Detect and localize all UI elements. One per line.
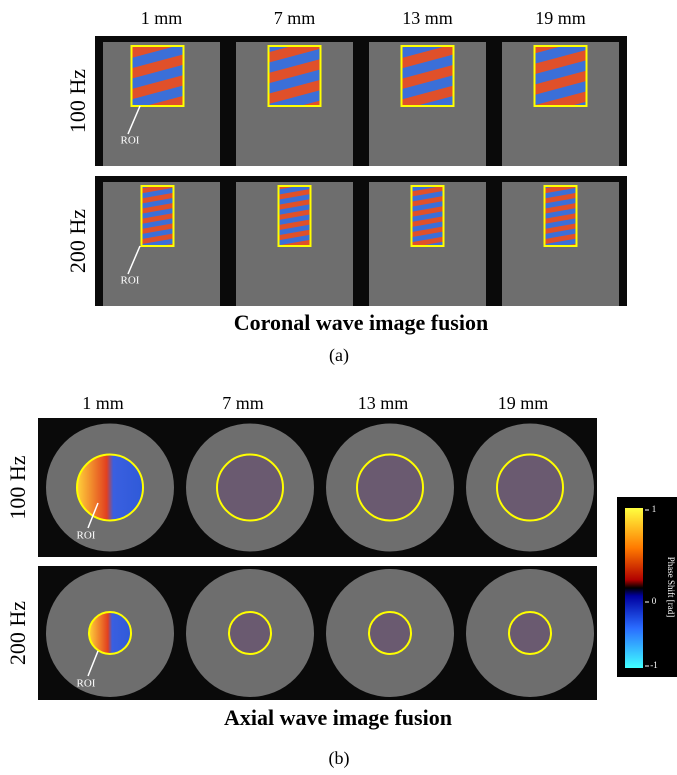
roi-circle	[229, 612, 271, 654]
row-label: 200 Hz	[5, 601, 30, 665]
roi-box	[402, 46, 454, 106]
column-label: 19 mm	[498, 393, 549, 413]
roi-label: ROI	[121, 275, 140, 287]
roi-label: ROI	[121, 135, 140, 147]
roi-circle	[217, 455, 283, 521]
colorbar-label: Phase Shift [rad]	[666, 557, 676, 618]
colorbar-tick-label: -1	[650, 660, 658, 670]
row-label: 200 Hz	[65, 209, 90, 273]
colorbar-tick-label: 0	[652, 596, 657, 606]
column-label: 1 mm	[141, 8, 183, 28]
roi-box	[535, 46, 587, 106]
roi-box	[269, 46, 321, 106]
panel-title: Coronal wave image fusion	[234, 310, 488, 335]
roi-box	[279, 186, 311, 246]
roi-box	[142, 186, 174, 246]
column-label: 7 mm	[222, 393, 264, 413]
roi-circle	[77, 455, 143, 521]
roi-circle	[509, 612, 551, 654]
content: 1 mm 7 mm 13 mm 19 mm 100 Hz ROI 200 Hz ROI Coro…	[5, 8, 677, 769]
column-label: 7 mm	[274, 8, 316, 28]
colorbar	[625, 508, 643, 668]
roi-box	[132, 46, 184, 106]
panel-caption: (b)	[329, 748, 350, 769]
roi-circle	[89, 612, 131, 654]
roi-circle	[357, 455, 423, 521]
panel-caption: (a)	[329, 345, 349, 366]
roi-box	[545, 186, 577, 246]
row-label: 100 Hz	[5, 455, 30, 519]
figure: 1 mm 7 mm 13 mm 19 mm 100 Hz ROI 200 Hz ROI Coro…	[0, 0, 677, 775]
roi-box	[412, 186, 444, 246]
row-label: 100 Hz	[65, 69, 90, 133]
column-label: 13 mm	[402, 8, 453, 28]
column-label: 19 mm	[535, 8, 586, 28]
roi-circle	[497, 455, 563, 521]
colorbar-tick-label: 1	[652, 504, 657, 514]
panel-title: Axial wave image fusion	[224, 705, 452, 730]
roi-label: ROI	[77, 530, 96, 542]
roi-circle	[369, 612, 411, 654]
roi-label: ROI	[77, 678, 96, 690]
column-label: 1 mm	[82, 393, 124, 413]
column-label: 13 mm	[358, 393, 409, 413]
